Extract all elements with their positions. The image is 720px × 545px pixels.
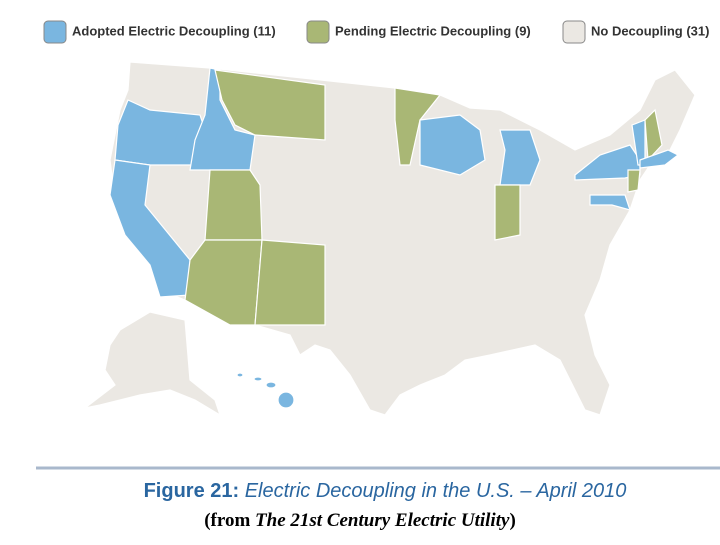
legend-label: No Decoupling (31) — [591, 23, 709, 38]
state — [394, 87, 442, 166]
hawaii — [265, 381, 277, 389]
source-suffix: ) — [509, 510, 515, 531]
state — [254, 239, 326, 326]
hawaii — [236, 372, 244, 378]
state — [494, 184, 521, 241]
alaska — [84, 311, 222, 417]
legend: Adopted Electric Decoupling (11) Pending … — [43, 20, 709, 44]
state — [184, 239, 263, 326]
source-book: The 21st Century Electric Utility — [255, 510, 510, 531]
legend-label: Pending Electric Decoupling (9) — [335, 23, 531, 38]
state — [499, 129, 541, 186]
legend-swatch — [562, 20, 586, 44]
figure-title: Electric Decoupling in the U.S. – April … — [245, 480, 627, 502]
legend-swatch — [43, 20, 67, 44]
state — [109, 159, 191, 298]
legend-label: Adopted Electric Decoupling (11) — [72, 23, 276, 38]
us-map — [84, 61, 696, 417]
hawaii — [277, 391, 295, 409]
state — [204, 169, 263, 241]
state — [214, 69, 326, 141]
state — [627, 169, 641, 193]
state — [644, 108, 663, 162]
legend-swatch — [306, 20, 330, 44]
hawaii — [253, 376, 263, 382]
state — [419, 114, 486, 176]
source: (from The 21st Century Electric Utility) — [204, 510, 516, 531]
caption: Figure 21: Electric Decoupling in the U.… — [144, 480, 627, 502]
figure-number: Figure 21: — [144, 480, 240, 502]
state — [639, 149, 680, 169]
state — [589, 194, 631, 211]
source-prefix: (from — [204, 510, 250, 531]
